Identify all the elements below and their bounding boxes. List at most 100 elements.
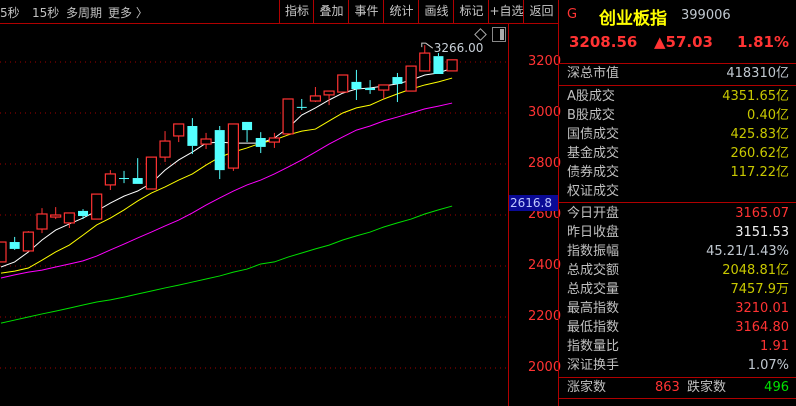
moving-average-line-4 [0, 205, 453, 324]
y-tick-2800: 2800 [528, 156, 562, 171]
row-value: 0.40亿 [747, 108, 789, 123]
divider [559, 85, 796, 86]
candle-body [392, 77, 403, 84]
candle-body [268, 137, 280, 143]
draw-line-button[interactable]: 画线 [418, 0, 454, 23]
turnover-row: B股成交 0.40亿 [567, 106, 789, 125]
candle-body [227, 123, 239, 169]
back-button[interactable]: 返回 [523, 0, 559, 23]
row-label: 债券成交 [567, 165, 620, 180]
y-tick-2200: 2200 [528, 309, 562, 324]
candle-body [104, 173, 116, 186]
candle-body [50, 214, 62, 218]
row-label: 基金成交 [567, 146, 620, 161]
price-change: ▲57.03 [654, 33, 713, 51]
row-value: 2048.81亿 [722, 263, 789, 278]
overlay-button[interactable]: 叠加 [313, 0, 349, 23]
events-button[interactable]: 事件 [348, 0, 384, 23]
stats-row: 指数量比 1.91 [567, 337, 789, 356]
y-tick-2000: 2000 [528, 360, 562, 375]
breadth-row: 涨家数 863 跌家数 496 [567, 378, 789, 397]
stats-row: 深证换手 1.07% [567, 356, 789, 375]
row-value: 7457.9万 [730, 282, 790, 297]
candle-body [132, 178, 143, 184]
candle-body [214, 130, 225, 171]
candlestick-chart[interactable]: 3266.00 [0, 24, 508, 406]
row-value: 418310亿 [726, 66, 789, 81]
panel-toggle-icon[interactable] [492, 27, 506, 42]
stats-row: 最高指数 3210.01 [567, 299, 789, 318]
row-label: B股成交 [567, 108, 615, 123]
period-5s[interactable]: 5秒 [0, 6, 20, 20]
y-tick-3200: 3200 [528, 54, 562, 69]
row-label: 总成交量 [567, 282, 620, 297]
row-label: 权证成交 [567, 184, 620, 199]
row-label: 今日开盘 [567, 206, 620, 221]
moving-average-line-3 [0, 102, 453, 279]
quote-panel: G 创业板指 399006 3208.56 ▲57.03 1.81% 深总市值 … [558, 0, 796, 406]
candle-body [78, 210, 89, 217]
row-label: 指数量比 [567, 339, 620, 354]
stats-row: 总成交量 7457.9万 [567, 280, 789, 299]
row-label: A股成交 [567, 89, 615, 104]
row-label: 总成交额 [567, 263, 620, 278]
stats-row: 指数振幅 45.21/1.43% [567, 242, 789, 261]
index-code: 399006 [681, 8, 731, 23]
candle-body [36, 213, 48, 230]
row-value: 260.62亿 [730, 146, 790, 161]
row-value: 425.83亿 [730, 127, 790, 142]
market-cap-row: 深总市值 418310亿 [567, 64, 789, 83]
row-label: 深总市值 [567, 66, 620, 81]
last-price: 3208.56 [569, 33, 638, 51]
row-value: 1.07% [747, 358, 789, 373]
turnover-row: 权证成交 [567, 182, 789, 201]
indicator-button[interactable]: 指标 [279, 0, 314, 23]
decliners-count: 496 [764, 380, 789, 395]
candle-body [255, 137, 266, 147]
divider [559, 398, 796, 399]
candle-body [296, 106, 307, 108]
stats-row: 最低指数 3164.80 [567, 318, 789, 337]
row-label: 昨日收盘 [567, 225, 620, 240]
turnover-row: 债券成交 117.22亿 [567, 163, 789, 182]
candle-body [405, 65, 417, 92]
stats-row: 总成交额 2048.81亿 [567, 261, 789, 280]
candle-body [91, 193, 103, 220]
decliners-label: 跌家数 [687, 380, 727, 395]
period-multi[interactable]: 多周期 [66, 6, 103, 20]
y-tick-2400: 2400 [528, 258, 562, 273]
index-name: 创业板指 [599, 9, 667, 29]
candle-body [63, 212, 75, 224]
mark-button[interactable]: 标记 [453, 0, 489, 23]
candle-body [200, 138, 212, 145]
divider [559, 377, 796, 378]
candle-body [282, 98, 294, 135]
candle-body [187, 126, 198, 146]
candle-body [323, 90, 335, 96]
stats-button[interactable]: 统计 [383, 0, 419, 23]
candle-body [351, 81, 362, 90]
candle-body [173, 123, 185, 137]
stats-row: 今日开盘 3165.07 [567, 204, 789, 223]
candle-body [419, 52, 431, 72]
add-watchlist-button[interactable]: +自选 [488, 0, 524, 23]
market-badge: G [567, 7, 578, 22]
candle-body [378, 84, 390, 91]
turnover-row: 国债成交 425.83亿 [567, 125, 789, 144]
moving-average-line-1 [0, 67, 453, 268]
row-value: 3151.53 [735, 225, 789, 240]
advancers-count: 863 [655, 380, 680, 395]
row-value: 3165.07 [735, 206, 789, 221]
candle-body [22, 231, 34, 252]
row-value: 4351.65亿 [722, 89, 789, 104]
row-value: 3210.01 [735, 301, 789, 316]
row-value: 1.91 [760, 339, 789, 354]
moving-average-line-2 [0, 77, 453, 274]
row-value: 117.22亿 [730, 165, 790, 180]
period-15s[interactable]: 15秒 [32, 6, 60, 20]
crosshair-price-label: 2616.8 [509, 195, 559, 211]
candle-body [242, 121, 253, 131]
candle-body [119, 178, 130, 180]
period-more[interactable]: 更多 〉 [108, 6, 148, 20]
candle-body [433, 56, 444, 74]
